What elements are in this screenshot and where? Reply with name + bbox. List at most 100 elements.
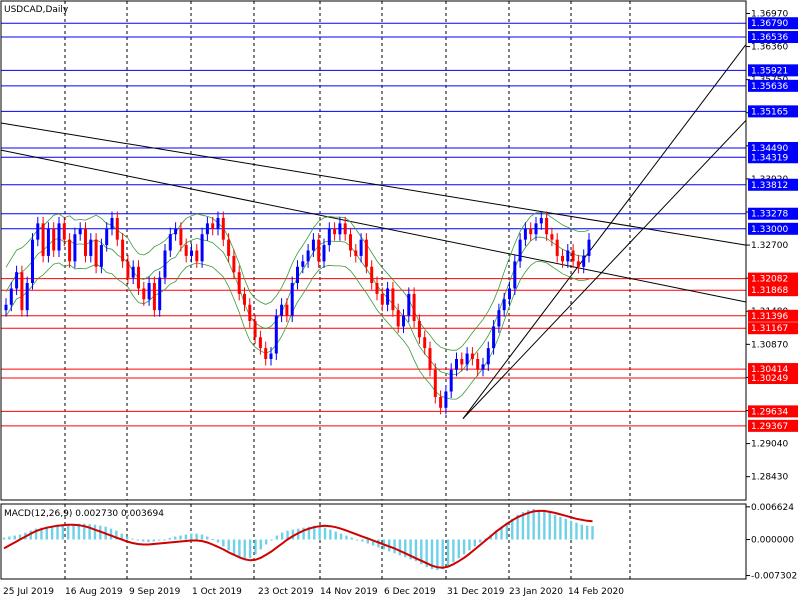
candle-body: [131, 266, 135, 278]
candle-body: [391, 288, 395, 311]
middle-band: [5, 236, 590, 375]
macd-chart: [2, 504, 631, 579]
candle-body: [137, 266, 140, 289]
candle-body: [9, 288, 13, 305]
candle-body: [327, 228, 331, 246]
candle-body: [502, 299, 506, 311]
candle-body: [433, 369, 437, 397]
price-tick-label: 1.36970: [751, 9, 788, 19]
candle-body: [481, 364, 485, 370]
level-price-box: [748, 372, 798, 385]
upper-band: [5, 212, 590, 351]
candle-body: [20, 272, 24, 311]
macd-histogram-bar: [93, 524, 97, 540]
macd-histogram-bar: [88, 524, 91, 540]
date-tick-label: 1 Oct 2019: [192, 587, 242, 597]
macd-histogram-bar: [313, 525, 316, 540]
macd-histogram-bar: [195, 533, 198, 540]
level-price-label: 1.29367: [751, 422, 788, 432]
level-price-label: 1.35165: [751, 107, 788, 117]
candle-body: [476, 358, 480, 370]
candle-body: [518, 239, 522, 262]
candle-body: [73, 234, 77, 262]
level-price-label: 1.35636: [751, 82, 788, 92]
candle-body: [205, 223, 209, 235]
macd-histogram-bar: [420, 539, 423, 565]
macd-histogram-bar: [350, 537, 353, 540]
candle-body: [94, 239, 98, 267]
macd-tick-label: 0.000000: [751, 536, 794, 546]
macd-histogram-bar: [174, 536, 177, 540]
candle-body: [68, 239, 72, 262]
candle-body: [31, 239, 34, 284]
date-tick-label: 16 Aug 2019: [65, 587, 123, 597]
macd-histogram-bar: [248, 539, 252, 559]
level-price-label: 1.30414: [751, 365, 788, 375]
macd-histogram-bar: [109, 528, 113, 540]
macd-histogram-bar: [409, 539, 412, 560]
candle-body: [15, 272, 19, 289]
macd-histogram-bar: [559, 516, 562, 540]
level-price-box: [748, 178, 798, 191]
candle-body: [576, 261, 580, 267]
macd-histogram-bar: [115, 530, 118, 540]
macd-histogram-bar: [425, 539, 428, 568]
macd-histogram-bar: [323, 527, 327, 540]
macd-histogram-bar: [393, 539, 396, 554]
level-price-box: [748, 207, 798, 220]
macd-histogram-bar: [200, 534, 204, 540]
level-price-box: [748, 105, 798, 118]
candle-body: [523, 228, 527, 240]
candle-body: [227, 239, 231, 256]
candle-body: [269, 353, 273, 359]
macd-histogram-bar: [473, 539, 476, 547]
level-price-label: 1.31868: [751, 286, 788, 296]
candle-body: [539, 217, 543, 224]
macd-histogram-bar: [238, 539, 241, 558]
macd-tick-label: 0.006624: [751, 503, 794, 513]
macd-histogram-bar: [67, 524, 70, 540]
candle-body: [4, 304, 8, 311]
date-tick-label: 9 Sep 2019: [129, 587, 181, 597]
candle-body: [412, 293, 416, 322]
macd-frame: [0, 503, 747, 580]
candle-body: [317, 239, 321, 262]
macd-histogram-bar: [168, 538, 172, 540]
candle-body: [243, 293, 246, 305]
macd-histogram-bar: [334, 531, 337, 540]
candle-body: [62, 223, 66, 240]
candle-body: [253, 321, 257, 338]
macd-histogram-bar: [136, 539, 139, 541]
macd-signal-line: [3, 509, 593, 569]
date-tick-label: 23 Jan 2020: [509, 587, 563, 597]
candle-body: [296, 266, 299, 284]
level-price-box: [748, 151, 798, 164]
macd-histogram-bar: [521, 511, 525, 540]
macd-histogram-bar: [441, 539, 444, 570]
macd-histogram-bar: [478, 539, 482, 543]
candle-body: [89, 239, 93, 256]
candle-body: [285, 304, 289, 316]
level-price-box: [748, 222, 798, 235]
candle-body: [52, 228, 56, 251]
candle-body: [508, 288, 511, 300]
trendline: [462, 44, 747, 419]
level-price-label: 1.34490: [751, 144, 788, 154]
macd-histogram-bar: [436, 539, 439, 571]
level-price-box: [748, 284, 798, 297]
level-price-label: 1.32082: [751, 275, 788, 285]
candle-body: [439, 396, 443, 408]
level-price-box: [748, 64, 798, 77]
candle-body: [84, 228, 87, 256]
price-tick-label: 1.36360: [751, 43, 788, 53]
candle-body: [258, 337, 262, 349]
macd-histogram-bar: [366, 539, 369, 544]
macd-histogram-bar: [29, 530, 32, 540]
candle-body: [449, 369, 453, 392]
level-price-label: 1.36536: [751, 33, 788, 43]
candle-body: [333, 228, 337, 235]
candle-body: [142, 288, 146, 300]
candle-body: [460, 358, 464, 365]
macd-histogram-bar: [83, 523, 86, 540]
candle-body: [41, 223, 45, 256]
